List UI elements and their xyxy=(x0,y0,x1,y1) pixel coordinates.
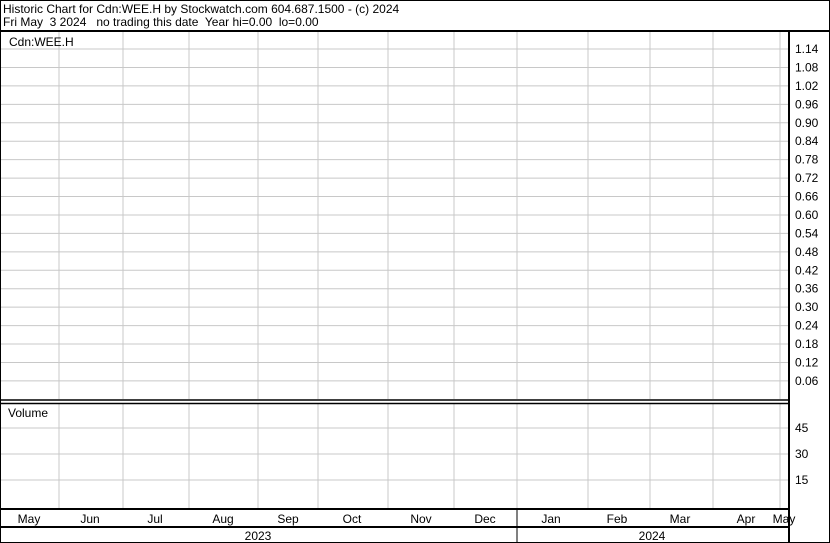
price-tick-label: 0.48 xyxy=(795,245,819,259)
price-tick-label: 0.42 xyxy=(795,263,819,277)
month-label: Oct xyxy=(343,512,362,526)
price-tick-label: 1.02 xyxy=(795,79,819,93)
price-tick-label: 0.12 xyxy=(795,355,819,369)
month-label: Jun xyxy=(80,512,99,526)
chart-header-title: Historic Chart for Cdn:WEE.H by Stockwat… xyxy=(3,2,400,16)
price-tick-label: 0.66 xyxy=(795,190,819,204)
price-tick-label: 1.14 xyxy=(795,42,819,56)
price-tick-label: 0.78 xyxy=(795,153,819,167)
month-label: Jan xyxy=(541,512,560,526)
volume-tick-label: 15 xyxy=(795,473,809,487)
price-tick-label: 0.60 xyxy=(795,208,819,222)
month-label: Nov xyxy=(410,512,431,526)
price-tick-label: 0.36 xyxy=(795,282,819,296)
price-tick-label: 0.06 xyxy=(795,374,819,388)
year-label: 2024 xyxy=(639,529,666,543)
grid-lines xyxy=(1,32,789,509)
month-label: Sep xyxy=(277,512,299,526)
price-tick-label: 0.90 xyxy=(795,116,819,130)
month-label: Dec xyxy=(474,512,495,526)
month-label: Apr xyxy=(737,512,756,526)
price-tick-label: 0.54 xyxy=(795,226,819,240)
volume-panel-title: Volume xyxy=(8,406,48,420)
price-tick-label: 0.72 xyxy=(795,171,819,185)
volume-tick-label: 45 xyxy=(795,421,809,435)
year-label: 2023 xyxy=(245,529,272,543)
price-tick-label: 0.96 xyxy=(795,97,819,111)
month-label: May xyxy=(18,512,41,526)
chart-header-status: Fri May 3 2024 no trading this date Year… xyxy=(3,15,319,29)
volume-tick-label: 30 xyxy=(795,447,809,461)
price-tick-label: 1.08 xyxy=(795,60,819,74)
price-tick-label: 0.30 xyxy=(795,300,819,314)
price-tick-label: 0.84 xyxy=(795,134,819,148)
price-panel-title: Cdn:WEE.H xyxy=(9,35,74,49)
price-tick-label: 0.18 xyxy=(795,337,819,351)
axis-labels: 1.14 1.08 1.02 0.96 0.90 0.84 0.78 0.72 0.66 0.60… xyxy=(18,42,819,543)
month-label: Jul xyxy=(147,512,162,526)
month-label: Mar xyxy=(670,512,691,526)
month-label: Aug xyxy=(212,512,233,526)
month-label: Feb xyxy=(607,512,628,526)
price-tick-label: 0.24 xyxy=(795,319,819,333)
month-label: May xyxy=(773,512,796,526)
